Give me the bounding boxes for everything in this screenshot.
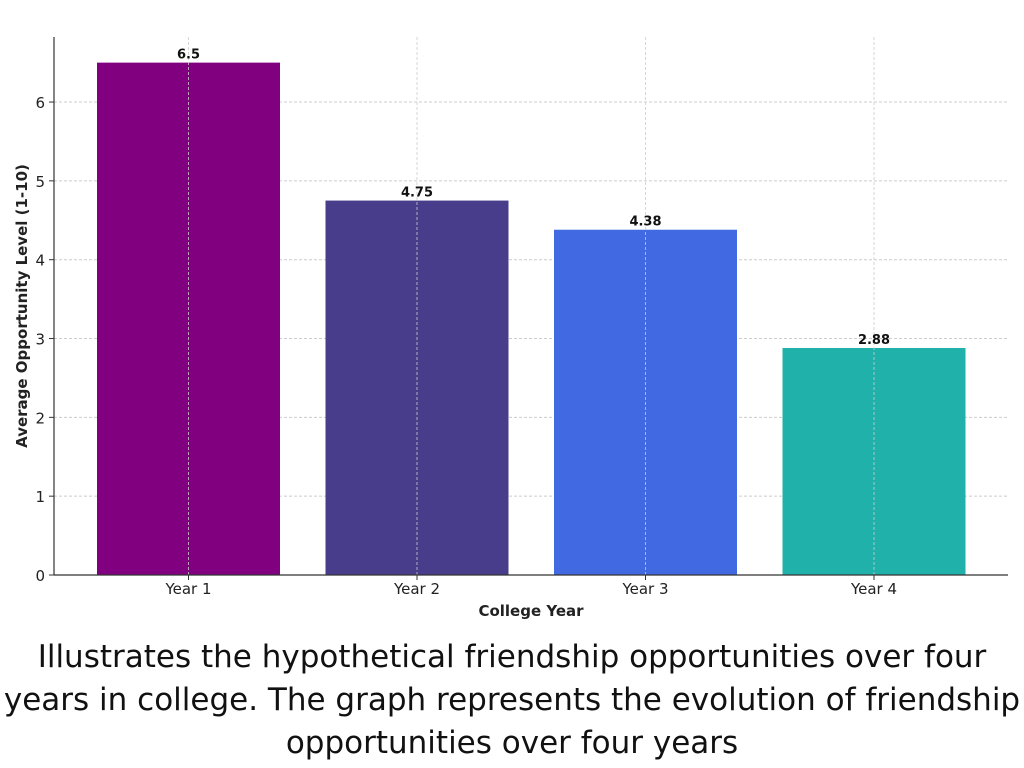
data-label: 6.5 (177, 48, 200, 63)
x-tick-label: Year 1 (164, 580, 211, 598)
caption: Illustrates the hypothetical friendship … (3, 639, 1021, 761)
data-label: 4.75 (401, 186, 433, 201)
data-labels: 6.5 4.75 4.38 2.88 (177, 48, 890, 348)
data-label: 4.38 (629, 215, 661, 230)
y-tick-label: 0 (35, 567, 45, 585)
y-tick-label: 3 (35, 331, 45, 349)
y-tick-label: 2 (35, 409, 45, 427)
bars (97, 62, 966, 576)
vertical-grid (188, 37, 875, 575)
y-axis-label: Average Opportunity Level (1-10) (13, 164, 31, 448)
x-ticks: Year 1 Year 2 Year 3 Year 4 (164, 575, 897, 598)
y-ticks: 0 1 2 3 4 5 6 (35, 94, 54, 585)
y-tick-label: 6 (35, 94, 45, 112)
y-tick-label: 4 (35, 252, 45, 270)
data-label: 2.88 (858, 333, 890, 348)
x-axis-label: College Year (478, 602, 584, 620)
bar-chart: 0 1 2 3 4 5 6 Year 1 Year 2 Year 3 Year 4 6.5 4.75… (13, 37, 1008, 620)
y-tick-label: 1 (35, 488, 45, 506)
x-tick-label: Year 2 (393, 580, 440, 598)
y-tick-label: 5 (35, 173, 45, 191)
x-tick-label: Year 3 (621, 580, 668, 598)
x-tick-label: Year 4 (850, 580, 897, 598)
